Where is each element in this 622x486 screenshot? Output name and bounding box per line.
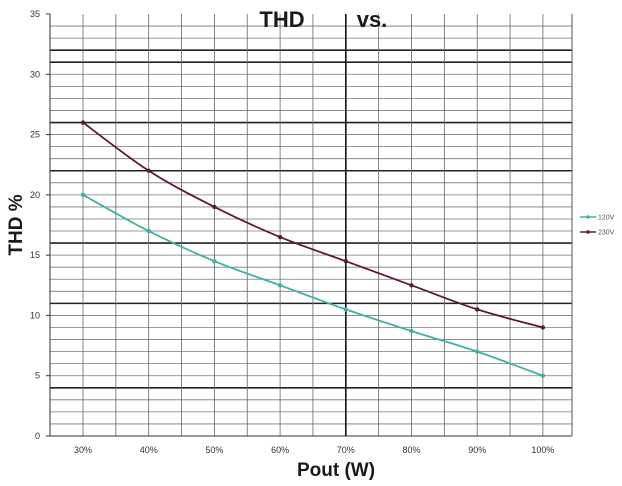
y-tick-label: 25 (30, 130, 40, 140)
x-tick-label: 70% (337, 445, 355, 455)
legend-marker-230V (586, 230, 590, 234)
y-tick-label: 0 (35, 431, 40, 441)
legend-label-230V: 230V (598, 230, 615, 237)
x-tick-label: 80% (402, 445, 420, 455)
data-point-230V (343, 258, 348, 264)
x-tick-label: 40% (140, 445, 158, 455)
x-axis-title: Pout (W) (297, 460, 375, 481)
legend-label-120V: 120V (598, 215, 615, 222)
data-point-230V (540, 325, 546, 330)
y-tick-label: 20 (30, 190, 40, 200)
y-tick-label: 15 (30, 250, 40, 260)
grid (50, 14, 572, 436)
chart-title-right: vs. (357, 7, 388, 32)
series-area (80, 120, 546, 378)
x-tick-label: 30% (74, 445, 92, 455)
tick-labels: 0 5 10 15 20 25 30 35 30% 40% 50% 60% 70% 80% 90% 100% (30, 9, 554, 455)
data-point-120V (540, 373, 546, 378)
data-point-120V (475, 349, 480, 354)
y-axis-title: THD % (6, 194, 27, 255)
data-point-120V (409, 328, 414, 334)
data-point-120V (146, 228, 151, 234)
data-point-120V (80, 192, 86, 198)
data-point-230V (475, 307, 480, 312)
y-tick-label: 10 (30, 310, 40, 320)
axes (46, 13, 573, 437)
chart-title-left: THD (259, 7, 304, 32)
y-tick-label: 35 (30, 9, 40, 19)
x-tick-label: 90% (468, 445, 486, 455)
x-tick-label: 100% (531, 445, 554, 455)
data-point-120V (343, 307, 348, 312)
series-line-120V (82, 194, 544, 377)
data-point-230V (409, 283, 414, 288)
data-point-230V (80, 120, 86, 125)
data-point-120V (212, 258, 217, 264)
legend-marker-120V (586, 215, 590, 219)
y-tick-label: 30 (30, 69, 40, 79)
data-point-230V (277, 234, 283, 240)
data-point-230V (212, 204, 217, 210)
legend: 120V 230V (580, 215, 615, 237)
y-tick-label: 5 (35, 371, 40, 381)
data-point-230V (146, 168, 151, 173)
x-tick-label: 50% (205, 445, 223, 455)
data-point-120V (277, 283, 283, 288)
x-tick-label: 60% (271, 445, 289, 455)
